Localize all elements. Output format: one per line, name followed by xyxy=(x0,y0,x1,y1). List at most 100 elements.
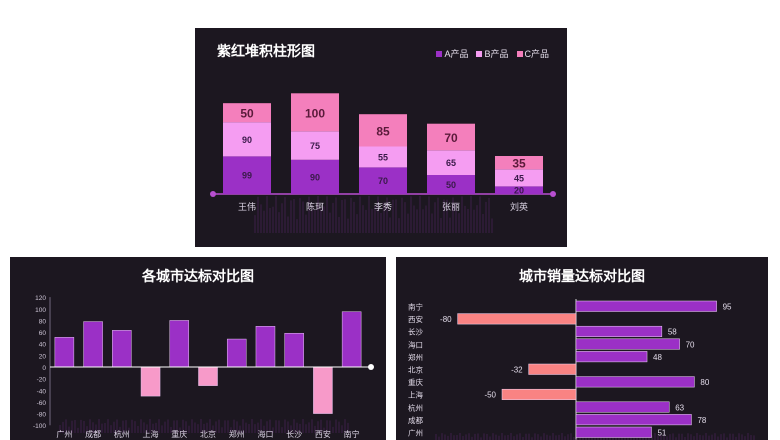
stack-segment xyxy=(427,150,475,175)
category-label: 长沙 xyxy=(408,327,423,337)
data-label: 85 xyxy=(376,124,390,138)
city-sales-chart-svg: 南宁 95 西安 -80 长沙 58 海口 70 郑州 48 北京 -32 重庆 80 上海 -50 杭州 63 成… xyxy=(408,299,755,440)
y-tick-label: 100 xyxy=(35,307,46,314)
stacked-chart-svg: 99 90 50 王伟 90 75 100 陈珂 70 55 85 李秀 50 65 70 张丽 20 45 35 刘… xyxy=(210,93,556,233)
data-label: 78 xyxy=(697,416,706,425)
legend-swatch xyxy=(436,50,443,57)
data-label: 70 xyxy=(444,131,458,145)
stack-segment xyxy=(495,156,543,170)
data-label: 95 xyxy=(723,303,732,312)
legend-item: C产品 xyxy=(516,47,550,60)
legend-label: B产品 xyxy=(484,49,509,59)
data-label: 35 xyxy=(512,157,526,171)
column-bar xyxy=(198,366,218,386)
horizontal-bar xyxy=(575,351,648,363)
stack-segment xyxy=(359,146,407,168)
data-label: 48 xyxy=(653,353,662,362)
category-label: 西安 xyxy=(408,314,423,324)
city-sales-chart-title: 城市销量达标对比图 xyxy=(519,268,645,284)
category-label: 王伟 xyxy=(238,201,256,212)
category-label: 南宁 xyxy=(344,429,360,439)
legend-label: A产品 xyxy=(444,49,469,59)
data-label: 45 xyxy=(514,173,524,183)
y-tick-label: -40 xyxy=(37,388,47,395)
stack-segment xyxy=(223,103,271,123)
axis-end-dot xyxy=(368,364,374,370)
stack-segment xyxy=(291,131,339,160)
category-label: 重庆 xyxy=(171,429,187,439)
column-bar xyxy=(226,338,247,368)
axis-end-dot xyxy=(210,191,216,197)
horizontal-bar xyxy=(575,426,652,438)
column-bar xyxy=(112,330,132,368)
category-label: 长沙 xyxy=(286,429,302,439)
stack-segment xyxy=(223,156,271,194)
data-label: 63 xyxy=(675,403,684,412)
category-label: 北京 xyxy=(408,365,423,375)
data-label: 70 xyxy=(686,340,695,349)
city-column-chart-svg: 120 100 80 60 40 20 0 -20 -40 -60 -80 -100 广州 成都 杭州 上海 重… xyxy=(33,295,374,439)
column-bar xyxy=(255,326,276,368)
axis-end-dot xyxy=(550,191,556,197)
category-label: 广州 xyxy=(56,429,72,439)
legend-label: C产品 xyxy=(524,49,550,59)
horizontal-bar xyxy=(575,300,717,312)
legend-swatch xyxy=(516,50,523,57)
column-bar xyxy=(313,366,333,414)
category-label: 张丽 xyxy=(442,202,460,212)
horizontal-bar xyxy=(501,388,577,400)
data-label: 50 xyxy=(240,107,254,121)
category-label: 成都 xyxy=(408,415,423,425)
horizontal-bar xyxy=(575,325,663,337)
category-label: 北京 xyxy=(200,429,216,439)
data-label: 65 xyxy=(446,158,456,168)
city-column-chart-title: 各城市达标对比图 xyxy=(142,268,254,284)
legend-item: B产品 xyxy=(476,47,509,60)
column-bar xyxy=(83,321,103,368)
legend-item: A产品 xyxy=(436,47,468,60)
stack-segment xyxy=(291,93,339,132)
horizontal-bar xyxy=(528,363,577,375)
horizontal-bar xyxy=(457,313,577,325)
horizontal-bar xyxy=(575,338,680,350)
y-tick-label: -20 xyxy=(37,377,47,384)
stack-segment xyxy=(495,169,543,187)
y-tick-label: -100 xyxy=(33,423,46,430)
horizontal-bar xyxy=(575,401,670,413)
horizontal-bar xyxy=(575,376,695,388)
data-label: -50 xyxy=(484,391,496,400)
horizontal-bar xyxy=(575,414,692,426)
category-label: 重庆 xyxy=(408,377,423,387)
stack-segment xyxy=(427,123,475,151)
category-label: 海口 xyxy=(257,429,273,439)
y-tick-label: 0 xyxy=(42,365,46,372)
data-label: 90 xyxy=(310,172,320,182)
stacked-chart-panel: 99 90 50 王伟 90 75 100 陈珂 70 55 85 李秀 50 65 70 张丽 20 45 35 刘… xyxy=(195,28,567,247)
y-tick-label: -80 xyxy=(37,412,47,419)
data-label: 75 xyxy=(310,141,320,151)
stack-segment xyxy=(495,186,543,194)
stack-segment xyxy=(291,159,339,194)
y-tick-label: 80 xyxy=(39,318,47,325)
stacked-chart-legend: A产品 B产品 C产品 xyxy=(436,47,549,60)
y-tick-label: 60 xyxy=(39,330,47,337)
category-label: 西安 xyxy=(315,429,331,439)
y-tick-label: -60 xyxy=(37,400,47,407)
category-label: 上海 xyxy=(143,429,159,439)
data-label: -32 xyxy=(511,366,523,375)
data-label: 99 xyxy=(242,171,252,181)
column-bar xyxy=(169,320,190,368)
stacked-chart-title: 紫红堆积柱形图 xyxy=(217,43,315,59)
data-label: 80 xyxy=(700,378,709,387)
category-label: 郑州 xyxy=(229,429,245,439)
data-label: 20 xyxy=(514,186,524,196)
data-label: 51 xyxy=(657,429,666,438)
stack-segment xyxy=(359,114,407,147)
data-label: 55 xyxy=(378,152,388,162)
y-tick-label: 20 xyxy=(39,353,47,360)
category-label: 海口 xyxy=(408,339,423,349)
data-label: -80 xyxy=(440,315,452,324)
column-bar xyxy=(341,311,362,368)
column-bar xyxy=(140,366,161,397)
stack-segment xyxy=(427,175,475,194)
